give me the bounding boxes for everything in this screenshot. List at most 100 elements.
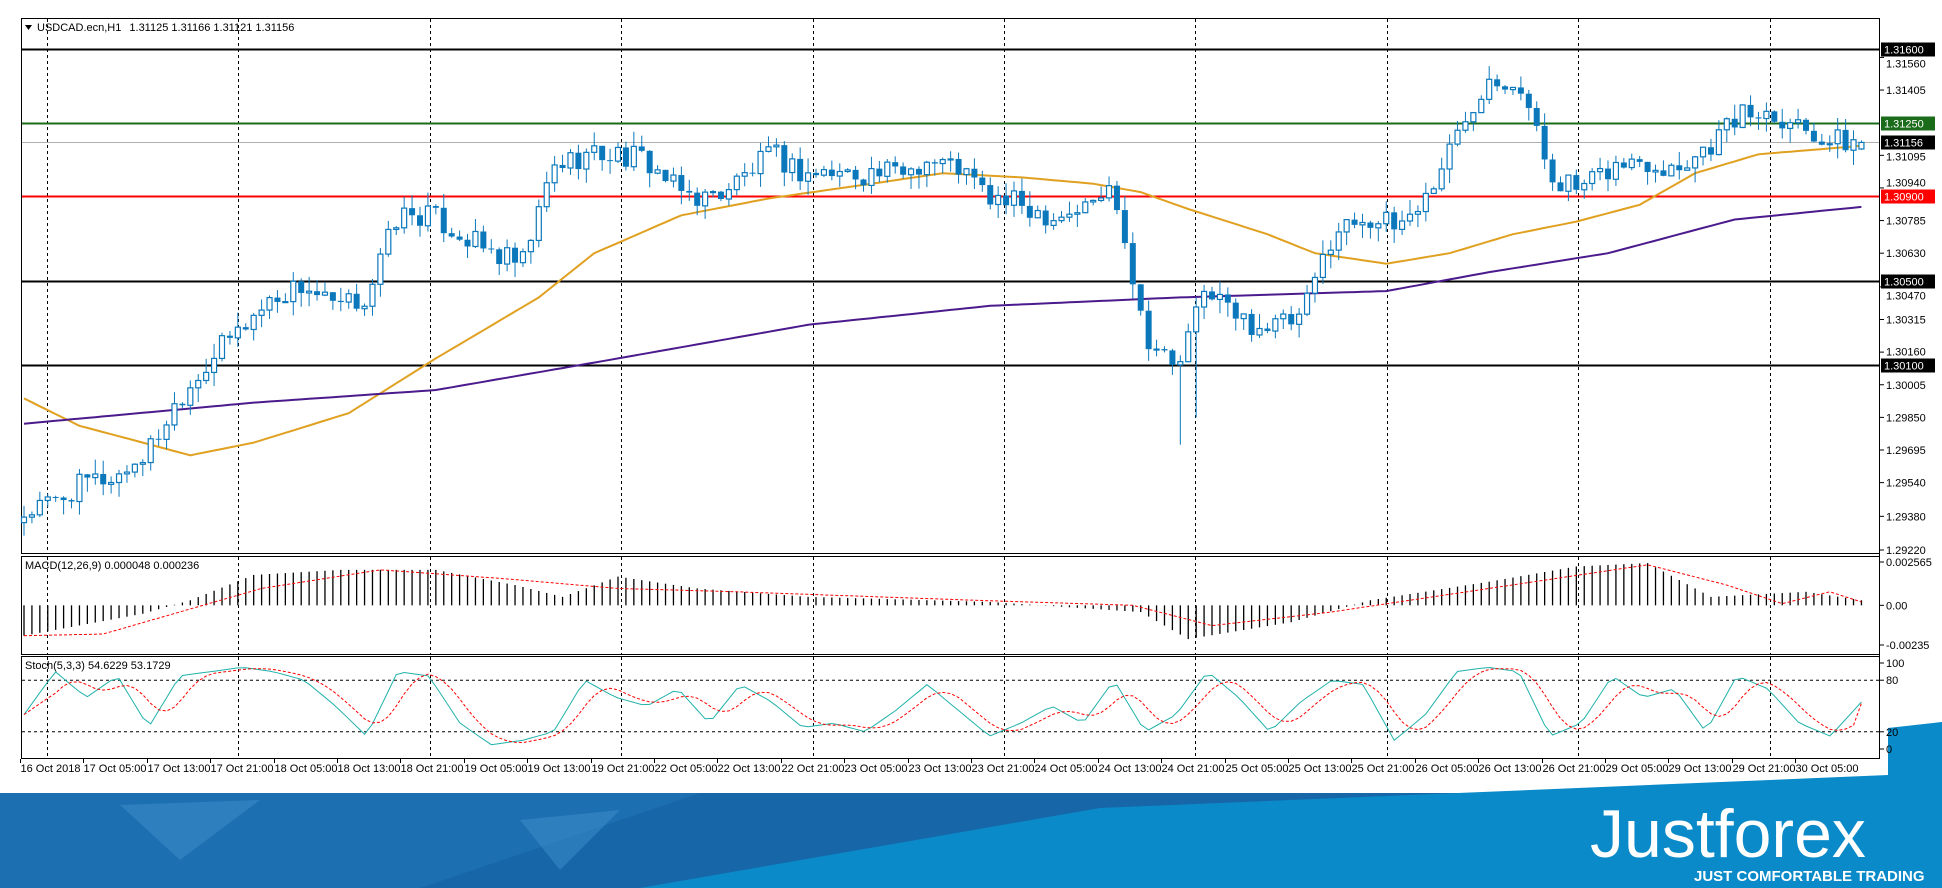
candle — [44, 493, 51, 508]
candle-body-bear — [1502, 86, 1509, 90]
candle-body-bull — [535, 206, 542, 242]
candle — [1557, 176, 1564, 192]
candle-body-bull — [1200, 290, 1208, 308]
candle — [337, 287, 344, 312]
ohlc-values: 1.31125 1.31166 1.31121 1.31156 — [129, 22, 294, 34]
candle-body-bull — [1486, 78, 1493, 100]
candle — [607, 148, 614, 174]
y-tick-label: 1.30160 — [1886, 347, 1926, 359]
macd-label: MACD(12,26,9) 0.000048 0.000236 — [25, 560, 199, 572]
candle — [1763, 102, 1770, 132]
candle — [709, 190, 717, 198]
candle — [108, 476, 115, 494]
x-tick-label: 25 Oct 05:00 — [1226, 763, 1289, 775]
candle — [298, 278, 305, 307]
candle-body-bear — [1129, 243, 1136, 285]
candle — [1715, 120, 1722, 156]
candle-body-bull — [1343, 219, 1350, 233]
candle-body-bull — [1383, 211, 1390, 225]
macd-tick-label: 0.002565 — [1886, 557, 1932, 569]
candle — [1375, 221, 1382, 242]
candle-body-bull — [1185, 331, 1192, 363]
candle — [440, 193, 447, 243]
candle-body-bear — [678, 175, 685, 191]
candle — [1589, 168, 1596, 191]
candle — [1121, 196, 1128, 249]
candle — [179, 402, 186, 409]
collapse-triangle-icon[interactable] — [25, 25, 32, 30]
candle — [1502, 85, 1509, 94]
stoch-pane-frame — [21, 656, 1880, 759]
candle — [1779, 108, 1786, 139]
candle-body-bear — [179, 403, 186, 406]
candle — [131, 463, 138, 478]
candle-body-bear — [749, 172, 756, 174]
banner-shape — [120, 800, 260, 860]
x-tick-label: 30 Oct 05:00 — [1796, 763, 1859, 775]
candle — [52, 495, 59, 502]
candle-body-bull — [1612, 161, 1620, 180]
candle-body-bull — [218, 335, 226, 360]
y-tick-label: 1.30785 — [1886, 216, 1926, 228]
y-tick-label: 1.30315 — [1886, 314, 1926, 326]
candle-body-bear — [1676, 165, 1683, 171]
candle-body-bear — [1525, 93, 1532, 108]
candle-body-bull — [234, 326, 241, 339]
justforex-logo: Justforex — [1590, 796, 1866, 872]
candle-body-bear — [1803, 119, 1809, 131]
candle-body-bear — [1232, 302, 1239, 319]
candle-body-bull — [519, 251, 527, 264]
horizontal-levels[interactable] — [22, 48, 1879, 367]
candle — [1383, 201, 1390, 232]
candle-body-bull — [725, 188, 732, 200]
x-tick-label: 25 Oct 21:00 — [1352, 763, 1415, 775]
candle-body-bear — [512, 247, 519, 263]
candle — [1200, 284, 1208, 319]
candle-body-bear — [298, 281, 305, 293]
stoch-label: Stoch(5,3,3) 54.6229 53.1729 — [25, 660, 171, 672]
candle-body-bear — [1605, 168, 1611, 180]
candle — [1026, 191, 1033, 227]
candle-body-bull — [1565, 174, 1572, 192]
candle — [1549, 153, 1556, 191]
candle — [218, 332, 226, 362]
candle-body-bull — [1438, 168, 1445, 190]
candle — [203, 358, 210, 385]
candle — [1509, 86, 1517, 95]
candle — [527, 239, 534, 264]
candle — [377, 248, 384, 297]
candle-body-bear — [1620, 162, 1627, 168]
candle-body-bear — [900, 166, 907, 175]
candle-body-bull — [385, 228, 392, 255]
y-tick-label: 1.29380 — [1886, 511, 1926, 523]
candle — [432, 204, 439, 215]
candle — [1517, 76, 1524, 101]
candle-body-bear — [813, 172, 819, 176]
candle-body-bull — [1319, 253, 1326, 279]
candle-body-bull — [1763, 110, 1770, 120]
candle-body-bear — [1121, 210, 1128, 244]
candle-body-bull — [1715, 129, 1722, 156]
candle — [1066, 201, 1073, 222]
candle — [1319, 240, 1326, 284]
candle — [820, 165, 828, 177]
candle — [1296, 308, 1303, 338]
candle-body-bear — [1660, 170, 1667, 176]
candle-body-bull — [947, 158, 954, 161]
candle-body-bull — [1826, 143, 1833, 146]
candle — [1264, 322, 1271, 334]
candle — [1858, 140, 1865, 150]
y-tick-label: 1.29850 — [1886, 412, 1926, 424]
candle-body-bull — [543, 182, 550, 208]
candle-body-bull — [836, 170, 843, 177]
candle — [559, 154, 566, 173]
candle-body-bull — [670, 174, 677, 182]
candle-body-bear — [1351, 219, 1358, 225]
candle — [971, 158, 978, 190]
x-tick-label: 19 Oct 21:00 — [592, 763, 655, 775]
candle-body-bear — [979, 177, 986, 186]
candle-body-bull — [345, 293, 352, 303]
candle — [844, 168, 851, 173]
candle-body-bull — [1058, 216, 1065, 222]
candle — [1391, 206, 1398, 243]
